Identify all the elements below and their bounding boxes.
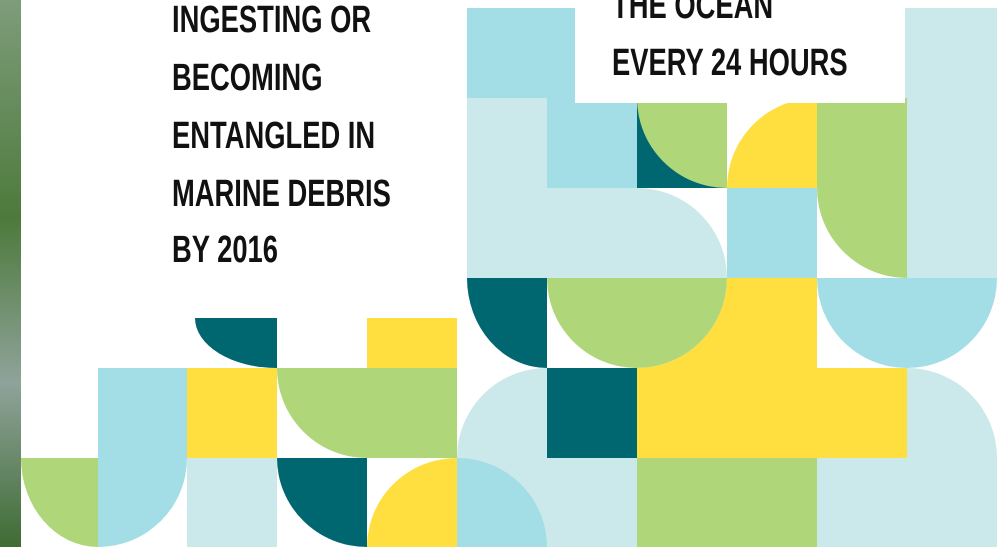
text-line: BECOMING	[172, 57, 322, 99]
page: INGESTING OR BECOMING ENTANGLED IN MARIN…	[0, 0, 997, 547]
shapes	[21, 0, 997, 547]
text-line: ENTANGLED IN	[172, 115, 375, 157]
text-line: THE OCEAN	[612, 0, 773, 27]
text-line: EVERY 24 HOURS	[612, 42, 848, 84]
left-text: INGESTING OR BECOMING ENTANGLED IN MARIN…	[172, 0, 391, 271]
photo-strip	[0, 0, 21, 547]
infographic: INGESTING OR BECOMING ENTANGLED IN MARIN…	[0, 0, 997, 547]
text-line: INGESTING OR	[172, 0, 371, 41]
text-line: MARINE DEBRIS	[172, 173, 391, 215]
text-line: BY 2016	[172, 229, 278, 271]
